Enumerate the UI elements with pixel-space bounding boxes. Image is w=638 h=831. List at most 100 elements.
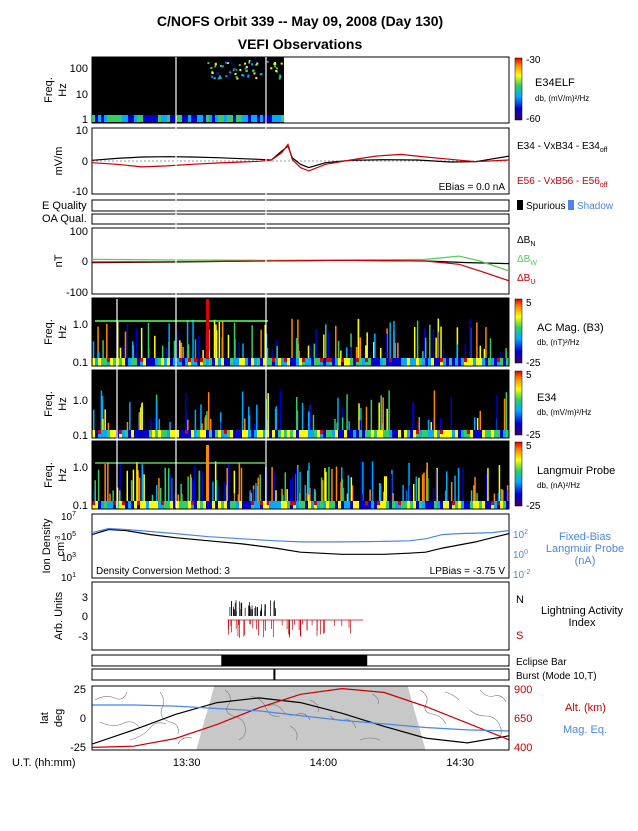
spectral-streak (154, 417, 156, 430)
panel-burst: Burst (Mode 10,T) (91, 668, 597, 682)
spectral-streak (348, 421, 350, 430)
spectral-streak (312, 488, 314, 501)
spectral-cell (416, 430, 419, 434)
spectral-cell (245, 501, 248, 509)
e34-frame (91, 369, 510, 439)
mag-ytick-100: 100 (70, 226, 88, 238)
spectral-cell (92, 501, 95, 505)
spectral-cell (200, 501, 203, 509)
spectral-streak (312, 414, 315, 430)
lp-colorbar-min: -25 (526, 501, 541, 512)
spectral-streak (342, 487, 345, 501)
density-right-label-2: Langmuir Probe (546, 543, 624, 555)
xtick-1330: 13:30 (173, 757, 201, 769)
spectral-cell (125, 430, 128, 438)
spectral-streak (299, 472, 301, 501)
spectral-cell (419, 430, 422, 438)
spectral-cell (410, 501, 413, 509)
elf-cell (234, 69, 237, 72)
spectral-streak (497, 492, 500, 501)
e34elf-spectral-features (92, 60, 284, 122)
panel-quality: E Quality Spurious Shadow OA Qual. (42, 199, 614, 225)
elf-cell (255, 63, 258, 66)
spectral-cell (431, 358, 434, 366)
spectral-streak (489, 338, 492, 358)
spectral-cell (488, 501, 491, 509)
spectral-cell (314, 430, 317, 438)
spectral-cell (98, 501, 101, 509)
spectral-cell (266, 358, 269, 366)
spectral-cell (140, 501, 143, 509)
spectral-cell (374, 358, 377, 366)
density-ytick-3-exp: 3 (72, 552, 76, 559)
mag-legend-dbu-sub: U (530, 279, 535, 286)
spectral-streak (308, 462, 310, 501)
spectral-streak (435, 337, 437, 358)
spectral-streak (370, 399, 373, 430)
e34-colorbar-max: 5 (526, 370, 532, 381)
spectral-cell (302, 358, 305, 362)
density-rtick-minus2-exp: -2 (524, 569, 530, 576)
e34elf-ytick-100: 100 (70, 63, 88, 75)
spectral-streak (158, 418, 161, 430)
spectral-cell (248, 358, 251, 366)
efield-legend-e56: E56 - VxB56 - E56off (517, 176, 608, 189)
spectral-streak (479, 410, 482, 430)
elf-bottom-cell (236, 115, 239, 122)
spectral-streak (433, 390, 436, 430)
elf-bottom-cell (137, 115, 140, 122)
efield-annotation: EBias = 0.0 nA (439, 182, 506, 193)
spectral-cell (353, 358, 356, 366)
spectral-cell (335, 501, 338, 509)
spectral-cell (239, 501, 242, 509)
orbit-ylabel-1: lat (39, 712, 51, 724)
elf-cell (215, 72, 218, 75)
spectral-cell (353, 501, 356, 509)
spectral-streak (409, 485, 411, 501)
spectral-cell (143, 501, 146, 509)
efield-legend-e34-sub: off (600, 147, 608, 154)
spectral-streak (361, 494, 363, 501)
spectral-cell (452, 430, 455, 438)
acmag-ytick-1: 1.0 (73, 319, 88, 331)
spectral-cell (209, 430, 212, 438)
spectral-cell (128, 430, 131, 438)
spectral-cell (134, 358, 137, 366)
spectral-cell (137, 358, 140, 366)
spectral-streak (180, 342, 183, 358)
spectral-streak (350, 347, 352, 358)
spectral-cell (407, 501, 410, 509)
spectral-cell (395, 430, 398, 438)
mag-legend-dbn-text: ΔB (517, 235, 531, 246)
spectral-cell (491, 501, 494, 505)
spectral-cell (320, 501, 323, 509)
efield-legend-e34-text: E34 - VxB34 - E34 (517, 141, 600, 152)
spectral-streak (275, 490, 277, 501)
spectral-streak (185, 393, 187, 430)
spectral-cell (164, 358, 167, 366)
spectral-streak (347, 475, 350, 501)
spectral-cell (341, 358, 344, 362)
spectral-streak (440, 326, 442, 358)
orbit-rtick-400: 400 (514, 742, 532, 754)
spectral-streak (101, 395, 104, 430)
spectral-cell (110, 501, 113, 509)
spectral-streak (370, 466, 373, 501)
density-right-label-1: Fixed-Bias (559, 531, 611, 543)
lp-colorbar (514, 441, 523, 507)
efield-line-e34 (92, 145, 509, 169)
spectral-streak (487, 468, 489, 501)
spectral-streak (346, 394, 348, 430)
spectral-streak (187, 476, 189, 501)
spectral-cell (335, 430, 338, 438)
elf-cell (280, 62, 283, 65)
spectral-cell (230, 358, 233, 366)
elf-bottom-cell (164, 115, 167, 122)
spectral-streak (350, 333, 352, 358)
elf-bottom-cell (263, 115, 266, 122)
spectral-streak (304, 484, 307, 501)
spectral-cell (356, 501, 359, 509)
acmag-ylabel-2: Hz (57, 325, 69, 338)
spectral-cell (212, 358, 215, 366)
spectral-streak (386, 408, 388, 430)
